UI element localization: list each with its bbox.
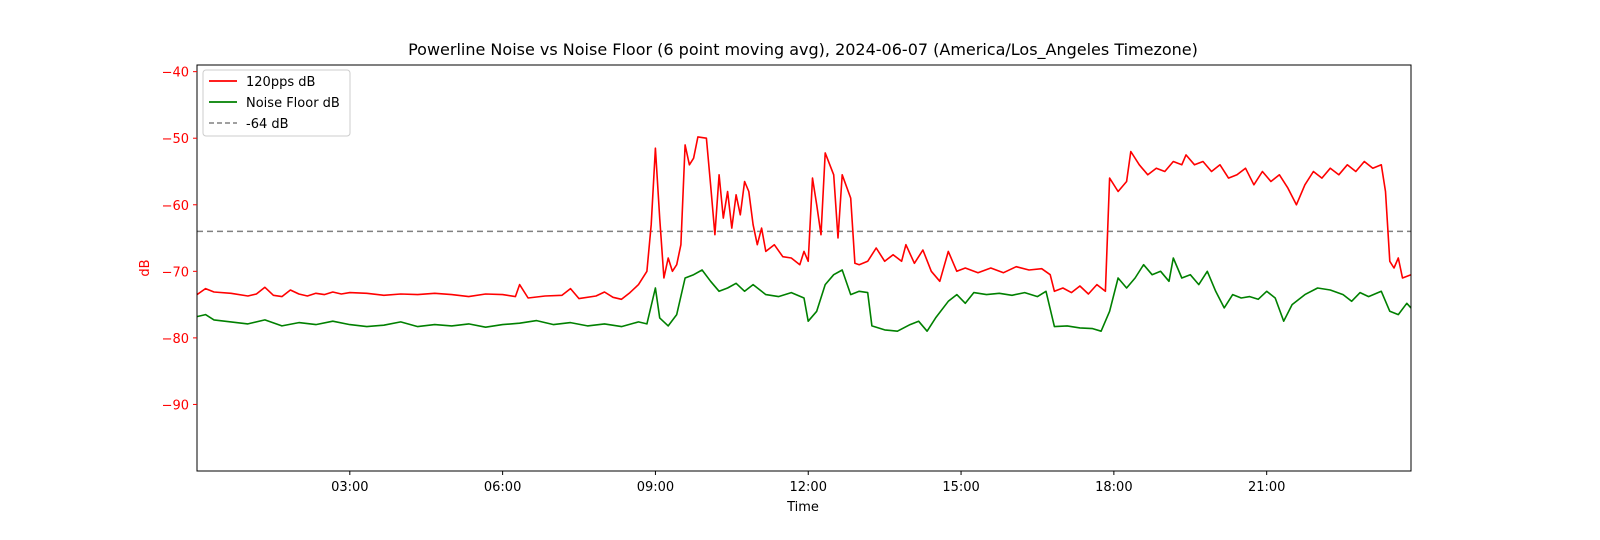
x-tick-label: 15:00	[942, 480, 979, 495]
y-tick-label: −50	[162, 132, 189, 147]
legend: 120pps dB Noise Floor dB -64 dB	[202, 69, 351, 137]
x-axis: 03:00 06:00 09:00 12:00 15:00 18:00 21:00	[331, 471, 1285, 495]
legend-label-reference: -64 dB	[246, 117, 289, 132]
y-axis: −40 −50 −60 −70 −80 −90	[162, 66, 197, 413]
plot-area	[196, 64, 1412, 472]
y-tick-label: −40	[162, 66, 189, 81]
x-tick-label: 09:00	[637, 480, 674, 495]
series-line-1	[196, 257, 1412, 332]
y-tick-label: −90	[162, 398, 189, 413]
legend-label-120pps: 120pps dB	[246, 75, 315, 90]
y-tick-label: −80	[162, 332, 189, 347]
y-tick-label: −60	[162, 199, 189, 214]
legend-label-noise-floor: Noise Floor dB	[246, 96, 340, 111]
x-tick-label: 21:00	[1248, 480, 1285, 495]
plot-frame	[196, 64, 1412, 472]
legend-box	[202, 69, 351, 137]
x-tick-label: 12:00	[790, 480, 827, 495]
x-tick-label: 06:00	[484, 480, 521, 495]
series-line-0	[196, 136, 1412, 301]
y-axis-label: dB	[138, 259, 153, 276]
x-axis-label: Time	[786, 500, 819, 515]
x-tick-label: 03:00	[331, 480, 368, 495]
y-tick-label: −70	[162, 265, 189, 280]
chart-title: Powerline Noise vs Noise Floor (6 point …	[408, 40, 1198, 60]
x-tick-label: 18:00	[1095, 480, 1132, 495]
